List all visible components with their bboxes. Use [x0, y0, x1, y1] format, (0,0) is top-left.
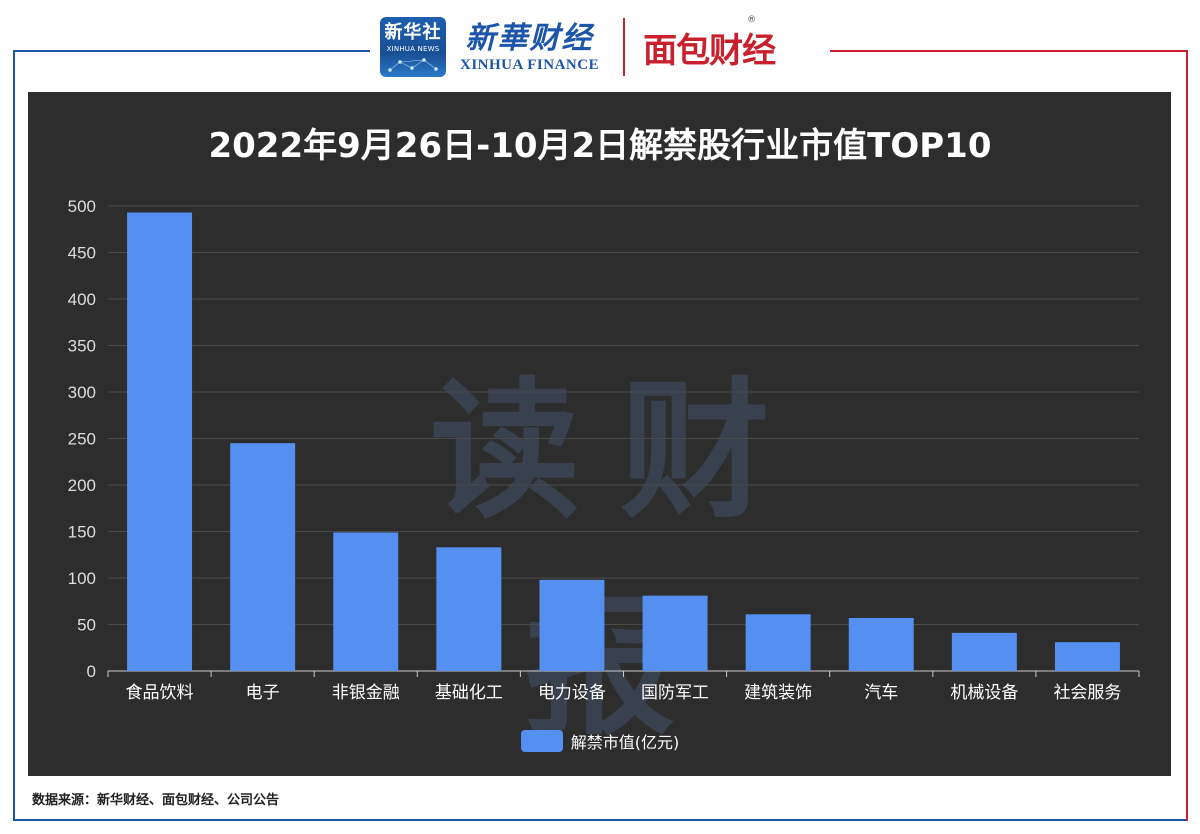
x-tick-label: 电力设备: [538, 683, 606, 703]
x-tick-label: 基础化工: [435, 683, 503, 703]
frame-top-right-rule: [830, 50, 1188, 52]
y-tick-label: 450: [68, 244, 96, 263]
legend-swatch: [520, 730, 563, 752]
y-tick-label: 350: [68, 337, 96, 356]
chart-legend[interactable]: 解禁市值(亿元): [0, 729, 1200, 753]
frame-left-rule: [13, 50, 15, 821]
x-tick-label: 国防军工: [641, 683, 709, 703]
x-tick-label: 电子: [246, 683, 280, 703]
frame-right-rule: [1186, 50, 1188, 821]
bar: [230, 443, 296, 671]
y-tick-label: 300: [68, 383, 96, 402]
frame-bottom-rule: [13, 819, 1188, 821]
bar: [848, 617, 914, 671]
data-source: 数据来源：新华财经、面包财经、公司公告: [32, 793, 280, 808]
bar: [333, 532, 399, 671]
xinhua-finance-logo: 新華财经 XINHUA FINANCE: [460, 21, 599, 74]
chart-title: 2022年9月26日-10月2日解禁股行业市值TOP10: [208, 126, 992, 166]
bar: [539, 579, 605, 671]
bar: [1054, 642, 1120, 671]
x-tick-label: 社会服务: [1053, 683, 1121, 703]
header-logos: 新华社 XINHUA NEWS 新華财经 XINHUA FINANCE 面包财经…: [380, 14, 820, 80]
y-tick-label: 500: [68, 197, 96, 216]
xinhua-logo-en: XINHUA NEWS: [386, 44, 440, 53]
x-tick-label: 非银金融: [332, 683, 400, 703]
x-tick-label: 机械设备: [950, 683, 1018, 703]
logo-divider: [623, 18, 626, 76]
y-tick-label: 400: [68, 290, 96, 309]
bar: [436, 547, 502, 671]
x-tick-label: 食品饮料: [126, 683, 194, 703]
xinhua-finance-en: XINHUA FINANCE: [460, 56, 600, 73]
legend-label: 解禁市值(亿元): [570, 733, 680, 752]
xinhua-news-logo: 新华社 XINHUA NEWS: [380, 17, 446, 77]
registered-mark: ®: [747, 14, 756, 25]
y-tick-label: 100: [68, 569, 96, 588]
x-tick-label: 建筑装饰: [744, 683, 812, 703]
bar: [127, 212, 193, 671]
y-tick-label: 50: [77, 616, 96, 635]
mianbao-finance-logo: 面包财经 ®: [643, 15, 776, 72]
frame-top-left-rule: [13, 50, 370, 52]
mianbao-text: 面包财经: [643, 30, 776, 71]
bar: [951, 632, 1017, 671]
bar: [745, 614, 811, 671]
xinhua-finance-cn: 新華财经: [465, 20, 594, 56]
network-dots-icon: [388, 57, 438, 72]
y-tick-label: 150: [68, 523, 96, 542]
xinhua-logo-cn: 新华社: [384, 21, 442, 43]
y-tick-label: 0: [87, 662, 96, 681]
x-tick-label: 汽车: [864, 683, 898, 703]
y-tick-label: 200: [68, 476, 96, 495]
bar: [642, 595, 708, 671]
y-tick-label: 250: [68, 430, 96, 449]
